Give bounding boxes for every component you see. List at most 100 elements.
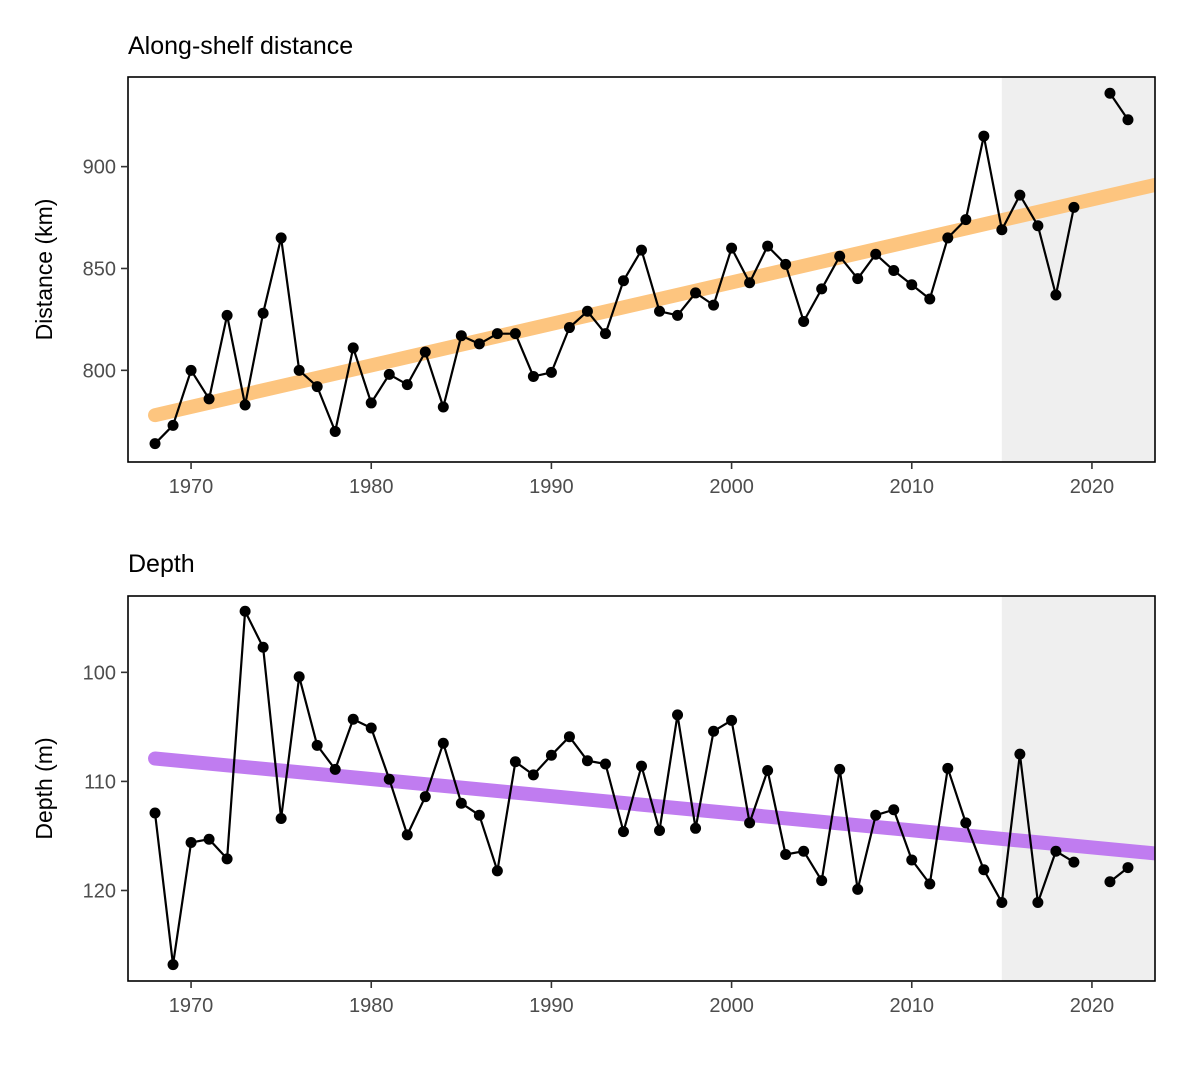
data-point bbox=[906, 854, 918, 866]
data-point bbox=[672, 709, 684, 721]
data-point bbox=[563, 322, 575, 334]
data-point bbox=[996, 224, 1008, 236]
data-point bbox=[798, 315, 810, 327]
data-point bbox=[654, 305, 666, 317]
data-point bbox=[690, 287, 702, 299]
data-point bbox=[816, 875, 828, 887]
data-point bbox=[491, 328, 503, 340]
shaded-projection-region bbox=[1001, 77, 1155, 462]
y-tick-label: 900 bbox=[83, 157, 116, 179]
data-point bbox=[996, 896, 1008, 908]
data-point bbox=[437, 737, 449, 749]
data-point bbox=[852, 883, 864, 895]
data-point bbox=[185, 836, 197, 848]
data-point bbox=[167, 419, 179, 431]
data-point bbox=[347, 342, 359, 354]
data-point bbox=[1050, 289, 1062, 301]
x-tick-label: 1980 bbox=[349, 476, 394, 498]
x-tick-label: 2010 bbox=[890, 995, 935, 1017]
y-tick-label: 850 bbox=[83, 258, 116, 280]
data-point bbox=[834, 250, 846, 262]
data-point bbox=[834, 763, 846, 775]
data-point bbox=[599, 758, 611, 770]
plot-area bbox=[148, 596, 1155, 981]
data-point bbox=[581, 755, 593, 767]
data-point bbox=[726, 242, 738, 254]
data-point bbox=[383, 773, 395, 785]
data-point bbox=[491, 865, 503, 877]
data-point bbox=[1104, 87, 1116, 99]
data-point bbox=[978, 864, 990, 876]
data-point bbox=[924, 293, 936, 305]
data-point bbox=[924, 878, 936, 890]
data-point bbox=[1068, 856, 1080, 868]
data-point bbox=[329, 425, 341, 437]
data-point bbox=[960, 214, 972, 226]
data-point bbox=[545, 749, 557, 761]
x-tick-label: 2000 bbox=[709, 995, 754, 1017]
data-point bbox=[419, 791, 431, 803]
data-point bbox=[185, 364, 197, 376]
data-point bbox=[293, 671, 305, 683]
data-point bbox=[870, 248, 882, 260]
data-point bbox=[311, 739, 323, 751]
data-point bbox=[617, 826, 629, 838]
x-tick-label: 2020 bbox=[1070, 995, 1115, 1017]
data-point bbox=[690, 822, 702, 834]
data-point bbox=[293, 364, 305, 376]
data-point bbox=[978, 130, 990, 142]
data-point bbox=[1122, 862, 1134, 874]
data-point bbox=[744, 817, 756, 829]
data-point bbox=[347, 713, 359, 725]
data-point bbox=[780, 258, 792, 270]
data-point bbox=[870, 809, 882, 821]
data-point bbox=[455, 797, 467, 809]
data-point bbox=[365, 722, 377, 734]
x-tick-label: 1970 bbox=[169, 476, 214, 498]
data-point bbox=[365, 397, 377, 409]
x-tick-label: 1970 bbox=[169, 995, 214, 1017]
y-tick-label: 120 bbox=[83, 880, 116, 902]
data-point bbox=[509, 328, 521, 340]
distance-panel: Along-shelf distance Distance (km) 1970 198… bbox=[31, 32, 1156, 498]
data-point bbox=[455, 330, 467, 342]
data-point bbox=[1032, 896, 1044, 908]
data-point bbox=[401, 829, 413, 841]
data-point bbox=[852, 273, 864, 285]
data-point bbox=[221, 309, 233, 321]
trend-line bbox=[148, 177, 1155, 423]
data-point bbox=[816, 283, 828, 295]
y-tick-label: 800 bbox=[83, 360, 116, 382]
x-tick-label: 1990 bbox=[529, 476, 574, 498]
data-point bbox=[762, 765, 774, 777]
data-point bbox=[798, 845, 810, 857]
x-tick-label: 2010 bbox=[890, 476, 935, 498]
data-point bbox=[1014, 189, 1026, 201]
y-axis-title: Depth (m) bbox=[31, 737, 57, 839]
data-point bbox=[527, 370, 539, 382]
panel-border bbox=[127, 76, 1156, 463]
data-point bbox=[149, 807, 161, 819]
x-tick-label: 2020 bbox=[1070, 476, 1115, 498]
data-point bbox=[401, 379, 413, 391]
data-point bbox=[239, 399, 251, 411]
data-point bbox=[563, 731, 575, 743]
data-point bbox=[149, 438, 161, 450]
y-tick-label: 110 bbox=[84, 771, 116, 793]
data-point bbox=[221, 853, 233, 865]
data-point bbox=[1014, 748, 1026, 760]
data-point bbox=[203, 833, 215, 845]
data-point bbox=[780, 848, 792, 860]
y-axis-title: Distance (km) bbox=[31, 199, 57, 341]
panel-title: Depth bbox=[128, 550, 195, 578]
data-point bbox=[906, 279, 918, 291]
data-point bbox=[419, 346, 431, 358]
trend-line bbox=[148, 751, 1155, 861]
data-point bbox=[311, 381, 323, 393]
plot-area bbox=[148, 77, 1155, 462]
data-point bbox=[636, 760, 647, 772]
data-point bbox=[473, 338, 485, 350]
data-point bbox=[888, 804, 900, 816]
depth-panel: Depth Depth (m) 1970 1980 1990 2000 2010 2020 10… bbox=[31, 550, 1156, 1017]
